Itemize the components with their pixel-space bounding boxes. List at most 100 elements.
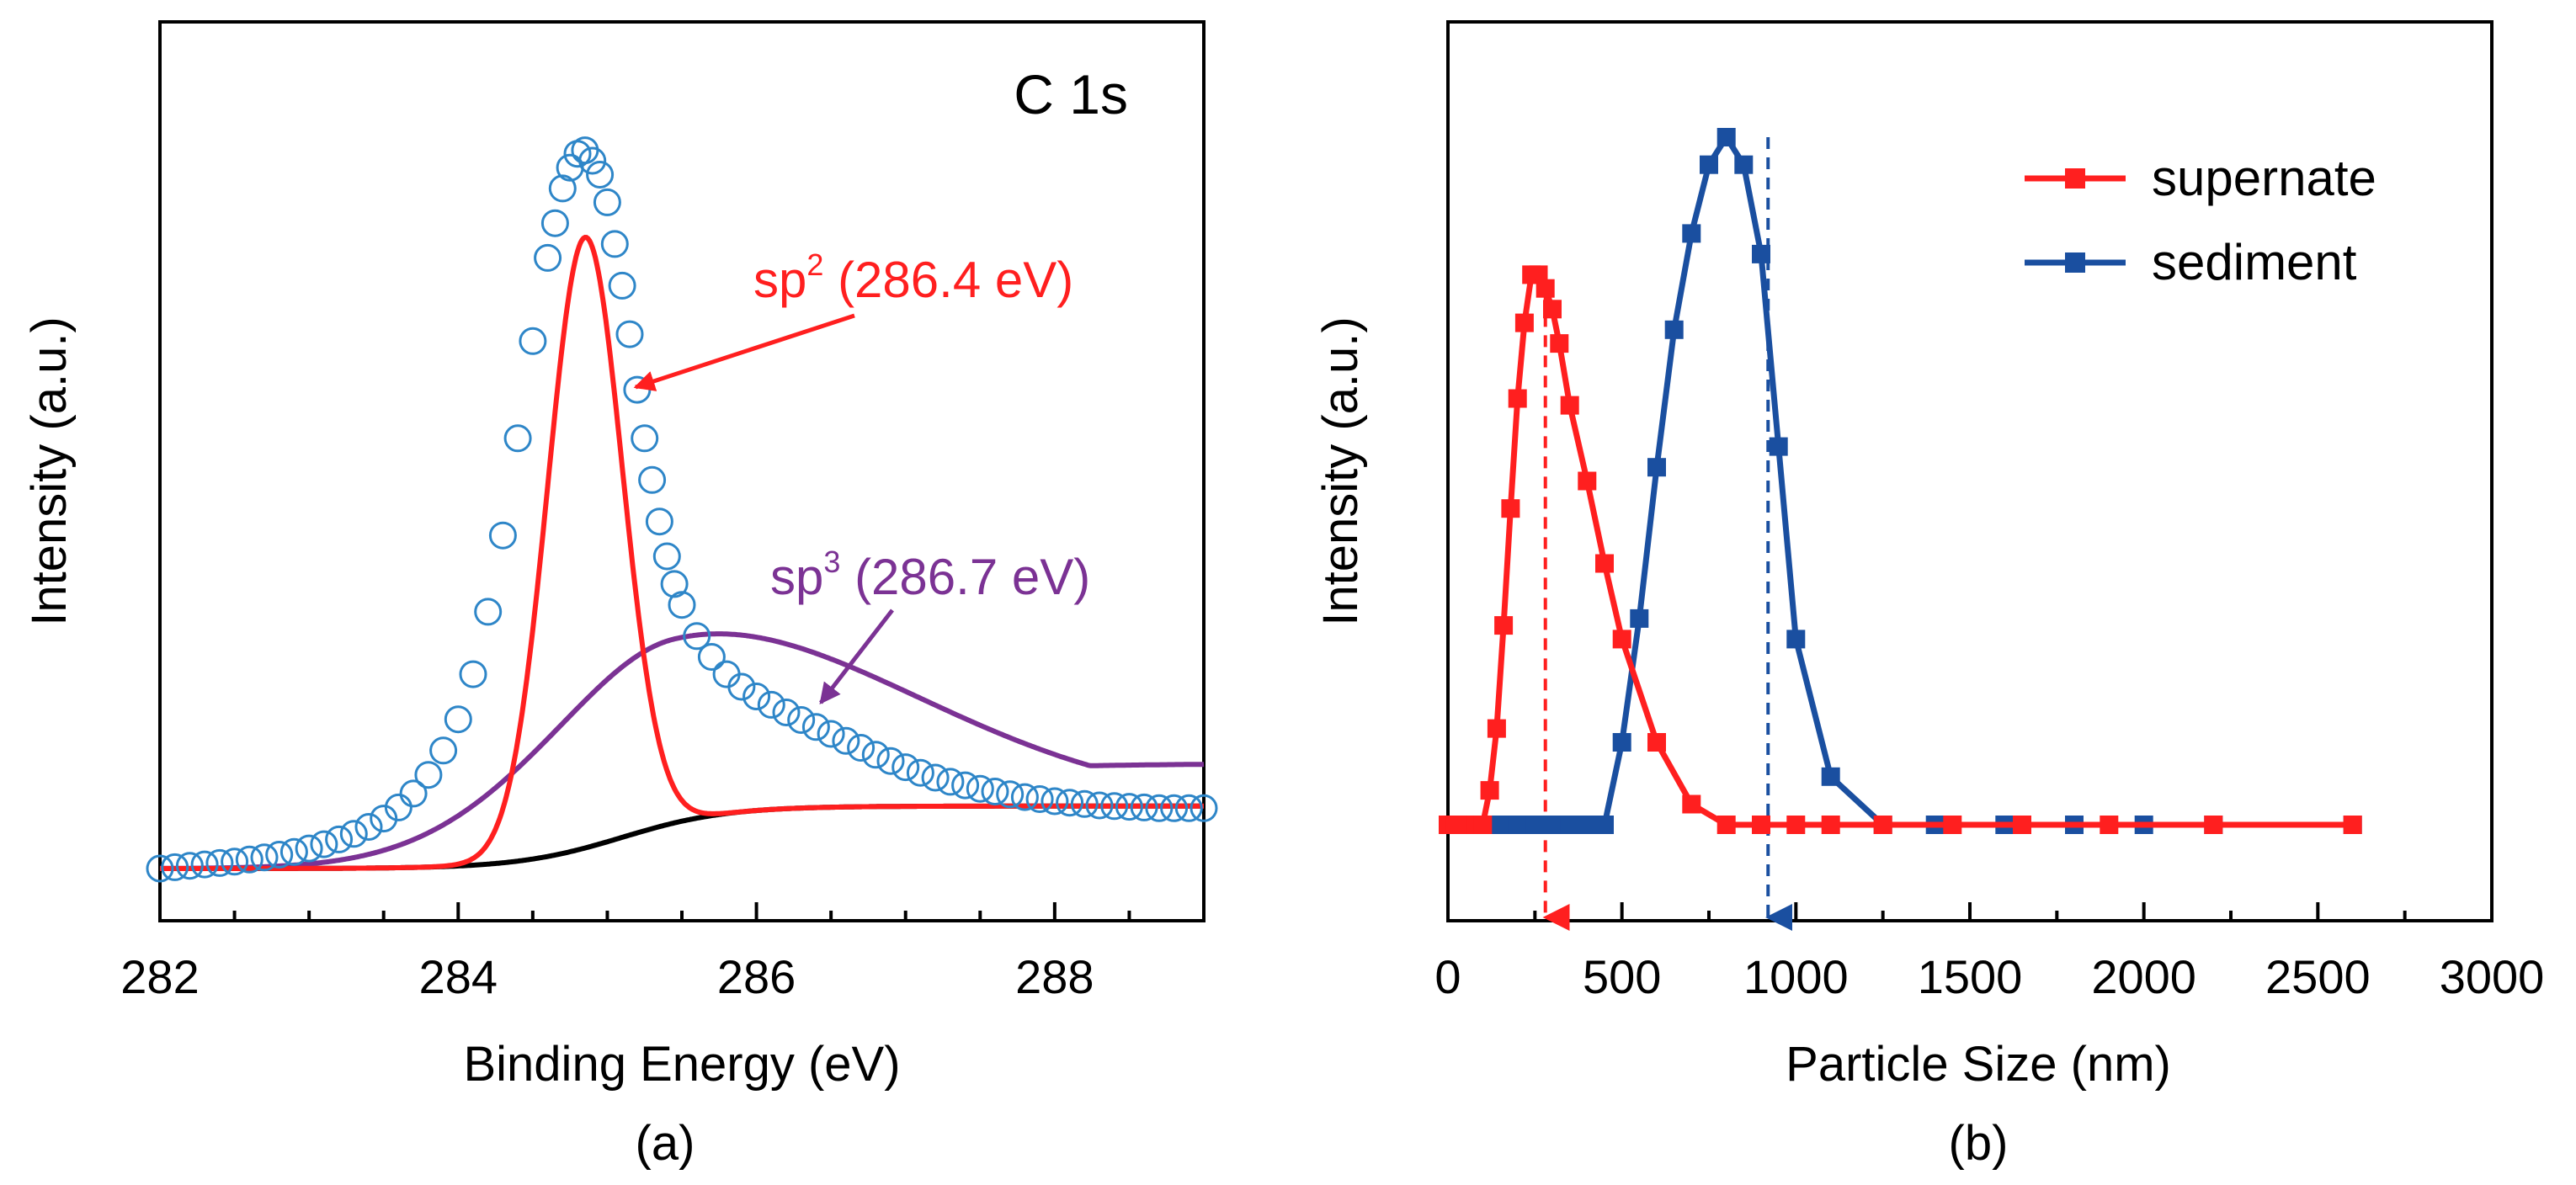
panel-b-x-axis-title: Particle Size (nm) [1786,1037,2171,1092]
raw-data-point [578,146,607,175]
data-point-supernate [1487,719,1506,738]
raw-data-point [712,660,741,688]
data-point-supernate [2343,816,2362,834]
raw-data-point [161,853,189,881]
raw-data-point [474,598,503,626]
raw-data-point [414,761,443,789]
x-tick-label: 2000 [2091,950,2196,1003]
raw-data-point [399,779,428,808]
data-point-sediment [1647,458,1666,477]
raw-data-point [586,161,615,189]
data-point-sediment [1682,224,1701,243]
data-point-sediment [1752,244,1770,263]
data-point-supernate [1943,816,1962,834]
data-point-supernate [2204,816,2223,834]
raw-data-point [444,705,472,734]
panel-a-x-axis: 282 284 286 288 [120,902,1206,1003]
data-point-sediment [1525,816,1545,834]
x-tick-label: 284 [419,950,498,1003]
raw-data-point [1025,785,1054,813]
data-point-sediment [1491,816,1509,834]
data-point-supernate [1873,816,1892,834]
raw-data-point [310,830,338,858]
raw-data-point [325,825,354,853]
data-point-supernate [1647,733,1666,752]
x-tick-label: 500 [1583,950,1661,1003]
legend-label-sediment: sediment [2152,234,2357,290]
raw-data-point [861,741,890,769]
raw-data-point [742,683,771,710]
raw-data-point [519,327,547,355]
data-point-sediment [1734,155,1754,174]
data-point-supernate [1821,816,1840,834]
raw-data-point [832,726,860,755]
panel-b-label: (b) [1949,1116,2009,1171]
data-point-supernate [1501,499,1520,518]
series-line-supernate [1448,271,2353,828]
sp2-arrow [633,313,855,391]
raw-data-point [891,753,920,782]
raw-data-point [921,763,950,792]
data-point-sediment [1508,816,1527,834]
data-point-supernate [1535,279,1555,298]
x-tick-label: 3000 [2440,950,2545,1003]
raw-data-point [1085,791,1114,820]
raw-data-point [295,834,323,863]
raw-data-point [817,720,845,748]
data-point-supernate [1578,471,1597,491]
raw-data-point [668,591,696,619]
raw-data-point [503,424,532,453]
data-point-supernate [1550,334,1569,353]
raw-data-point [1115,793,1143,821]
data-point-supernate [1560,396,1579,415]
panel-a-label: (a) [636,1116,695,1171]
raw-data-point [757,690,785,719]
raw-data-point [265,841,294,869]
series-sp3-fit [160,631,1205,871]
raw-data-point [1100,792,1129,821]
raw-data-point [1130,793,1158,821]
raw-data-point [847,734,876,762]
data-point-sediment [1595,816,1614,834]
data-point-sediment [1716,128,1736,146]
raw-data-point [683,622,711,651]
sp3-label: sp3 (286.7 eV) [770,545,1090,605]
raw-data-point [534,243,562,272]
panel-b-legend: supernate sediment [2025,150,2376,290]
raw-data-point [652,542,681,571]
raw-data-point [638,465,667,494]
panel-a-plot-area [146,136,1218,883]
data-point-sediment [1700,155,1718,174]
legend-marker-supernate [2065,168,2085,189]
panel-a-x-axis-title: Binding Energy (eV) [463,1037,900,1092]
raw-data-point [540,209,569,237]
data-point-supernate [1480,781,1499,800]
panel-a: 282 284 286 288 C 1s sp2 (286.4 eV) sp3 (28… [22,20,1218,1171]
data-point-supernate [1595,554,1614,573]
raw-data-point [608,271,636,300]
raw-data-point [981,778,1009,805]
raw-data-point [370,805,398,833]
raw-data-point [146,854,174,883]
data-point-supernate [1494,616,1514,635]
x-tick-label: 288 [1015,950,1094,1003]
raw-data-point [600,230,629,258]
data-point-supernate [2013,816,2031,834]
raw-data-point [615,320,644,348]
panel-a-chart-title: C 1s [1014,63,1128,125]
raw-data-point [593,188,621,216]
raw-data-point [175,852,204,880]
raw-data-point [936,768,965,796]
raw-data-point [339,820,368,848]
raw-data-point [429,736,458,765]
panel-b-x-axis: 0 500 1000 1500 2000 2500 3000 [1434,902,2544,1003]
x-tick-label: 282 [120,950,199,1003]
data-point-sediment [1543,816,1562,834]
x-tick-label: 1000 [1743,950,1849,1003]
raw-data-point [645,507,673,536]
raw-data-point [876,747,905,775]
raw-data-point [205,848,234,877]
raw-data-point [459,660,487,688]
data-point-supernate [1682,794,1701,814]
raw-data-point [279,837,308,866]
